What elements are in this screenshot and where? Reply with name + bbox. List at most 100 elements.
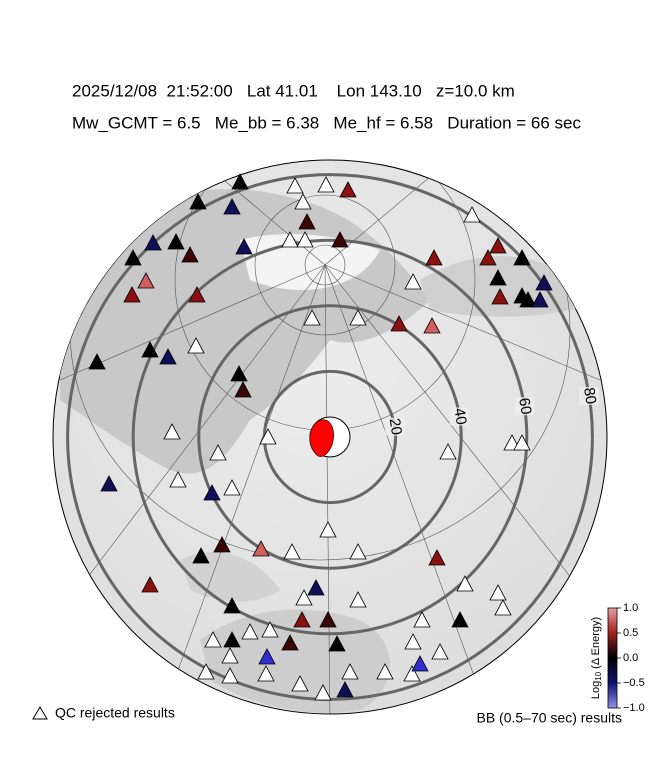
station (163, 423, 181, 440)
station (295, 589, 313, 606)
station (489, 584, 507, 601)
station (197, 663, 215, 680)
colorbar-tick-label: 0.5 (623, 627, 638, 639)
station (223, 479, 241, 496)
station (314, 684, 332, 701)
station (489, 269, 507, 286)
header-line: Mw_GCMT = 6.5 Me_bb = 6.38 Me_hf = 6.58 … (72, 113, 582, 132)
ring-label-bg (579, 386, 600, 405)
station (294, 193, 312, 210)
station (413, 611, 431, 628)
station (221, 647, 239, 664)
station (234, 381, 252, 398)
colorbar: Log10 (Δ Energy) 1.0 0.5 0.0 −0.5 −1.0 (590, 602, 645, 714)
station (252, 540, 270, 557)
ring-label-bg (384, 417, 405, 436)
station (531, 291, 549, 308)
station (141, 341, 159, 358)
legend: QC rejected results BB (0.5–70 sec) resu… (32, 705, 622, 726)
station (519, 291, 537, 308)
label-sub: 10 (594, 671, 603, 680)
station (281, 634, 299, 651)
station (141, 576, 159, 593)
colorbar-label: Log10 (Δ Energy) (590, 617, 603, 699)
station (339, 181, 357, 198)
station (259, 428, 277, 445)
station (513, 434, 531, 451)
station (241, 623, 259, 640)
station (319, 611, 337, 628)
station (349, 591, 367, 608)
station (137, 272, 155, 289)
station (303, 309, 321, 326)
station (221, 667, 239, 684)
legend-label: QC rejected results (55, 705, 175, 721)
station (203, 484, 221, 501)
station (281, 231, 299, 248)
station (535, 274, 553, 291)
station (181, 246, 199, 263)
station (307, 579, 325, 596)
station (159, 348, 177, 365)
ring-label: 20 (386, 417, 405, 436)
station (349, 543, 367, 560)
station (296, 231, 314, 248)
station (283, 543, 301, 560)
station (390, 315, 408, 332)
station (331, 231, 349, 248)
station (489, 237, 507, 254)
map: 20 40 60 80 (52, 159, 608, 715)
station (463, 206, 481, 223)
station (428, 549, 446, 566)
station (404, 633, 422, 650)
station (291, 675, 309, 692)
stations (88, 173, 553, 701)
colorbar-tick-label: −0.5 (623, 677, 645, 689)
station (349, 309, 367, 326)
colorbar-ramp (607, 607, 618, 709)
station (188, 286, 206, 303)
station (451, 611, 469, 628)
station (403, 665, 421, 682)
label-part: Log (590, 681, 602, 699)
station (494, 599, 512, 616)
distance-ring (131, 238, 529, 636)
colorbar-tick-label: 1.0 (623, 602, 638, 614)
colorbar-tick-label: −1.0 (623, 702, 645, 714)
label-part: (Δ Energy) (590, 617, 602, 672)
station (123, 286, 141, 303)
station (431, 643, 449, 660)
station (319, 521, 337, 538)
station (209, 444, 227, 461)
station (336, 681, 354, 698)
station (513, 249, 531, 266)
station (298, 213, 316, 230)
ring-label-bg (449, 407, 470, 426)
station (425, 249, 443, 266)
station (328, 635, 346, 652)
station (376, 663, 394, 680)
station (223, 198, 241, 215)
station (341, 663, 359, 680)
station (167, 233, 185, 250)
header-line: 2025/12/08 21:52:00 Lat 41.01 Lon 143.10… (72, 81, 515, 100)
graticule (53, 160, 607, 714)
ring-label-bg (514, 397, 535, 416)
station (479, 249, 497, 266)
station (257, 665, 275, 682)
focal-mechanism (309, 416, 351, 458)
legend-label: BB (0.5–70 sec) results (476, 710, 622, 726)
station (293, 611, 311, 628)
station (456, 575, 474, 592)
station (404, 273, 422, 290)
station (223, 597, 241, 614)
station (124, 249, 142, 266)
ring-label: 80 (580, 386, 599, 405)
station (169, 471, 187, 488)
station (230, 365, 248, 382)
station (88, 353, 106, 370)
ring-label: 40 (450, 407, 469, 426)
station (439, 443, 457, 460)
legend-symbol (32, 706, 48, 720)
